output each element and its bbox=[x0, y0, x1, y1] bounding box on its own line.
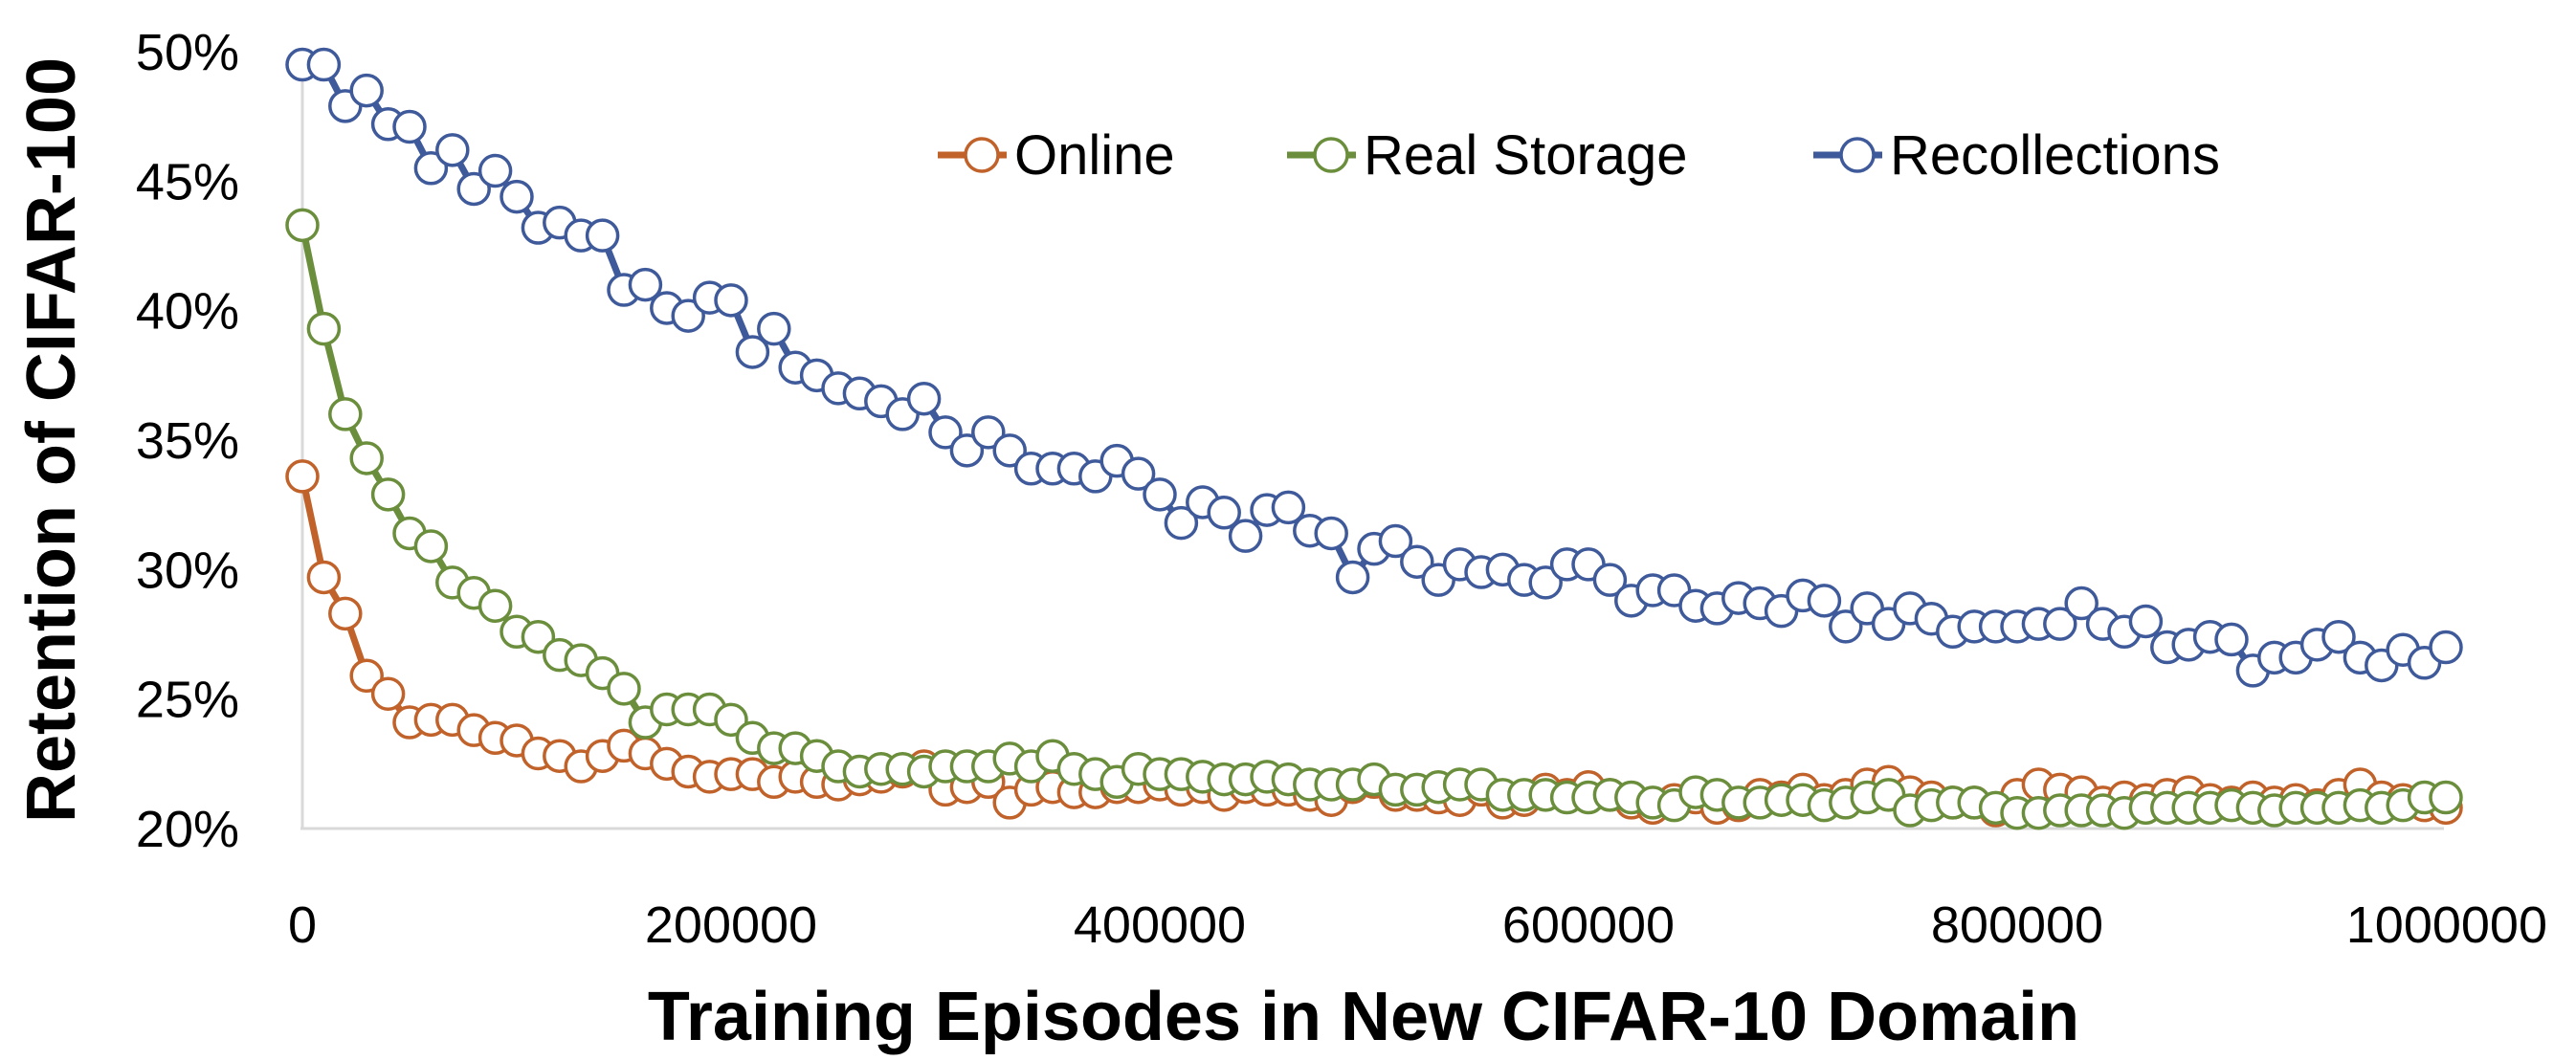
data-point bbox=[1207, 496, 1241, 530]
data-point bbox=[906, 381, 942, 416]
data-point bbox=[671, 298, 705, 333]
x-tick-label: 200000 bbox=[645, 896, 817, 954]
data-point bbox=[456, 171, 491, 207]
data-point bbox=[349, 73, 384, 108]
data-point bbox=[1400, 544, 1434, 579]
legend-label: Recollections bbox=[1890, 124, 2220, 187]
y-tick-label: 20% bbox=[136, 801, 239, 858]
x-tick-label: 800000 bbox=[1931, 896, 2103, 954]
y-tick-labels: 20% 25% 30% 35% 40% 45% 50% bbox=[136, 24, 239, 858]
data-point bbox=[714, 283, 748, 318]
legend-label: Online bbox=[1014, 124, 1175, 187]
data-point bbox=[328, 596, 363, 631]
data-point bbox=[2214, 622, 2249, 657]
x-tick-label: 400000 bbox=[1074, 896, 1246, 954]
legend-marker bbox=[1839, 137, 1876, 173]
data-point bbox=[306, 560, 342, 595]
y-tick-label: 30% bbox=[136, 542, 239, 599]
data-point bbox=[628, 267, 663, 302]
data-point bbox=[285, 208, 320, 243]
legend-item: Online bbox=[938, 124, 1175, 187]
data-point bbox=[585, 218, 620, 253]
data-point bbox=[1592, 563, 1628, 597]
data-point bbox=[1807, 584, 1842, 618]
data-point bbox=[370, 477, 406, 512]
y-tick-label: 40% bbox=[136, 283, 239, 341]
data-point bbox=[306, 47, 342, 82]
data-point bbox=[757, 311, 791, 346]
data-point bbox=[992, 433, 1027, 468]
data-point bbox=[349, 658, 384, 694]
data-point bbox=[477, 588, 513, 623]
data-point bbox=[607, 672, 641, 706]
data-point bbox=[413, 151, 449, 186]
legend-marker bbox=[1313, 137, 1349, 173]
data-point bbox=[1228, 519, 1263, 553]
series-layer bbox=[285, 47, 2463, 830]
data-point bbox=[2043, 607, 2077, 641]
y-tick-label: 45% bbox=[136, 153, 239, 210]
data-point bbox=[370, 676, 406, 712]
data-point bbox=[2429, 630, 2463, 665]
series-line bbox=[299, 224, 2446, 817]
data-point bbox=[2321, 619, 2356, 654]
y-tick-label: 35% bbox=[136, 412, 239, 470]
data-point bbox=[1143, 477, 1177, 512]
data-point bbox=[1164, 505, 1199, 541]
data-point bbox=[949, 433, 985, 468]
data-point bbox=[1314, 516, 1348, 551]
data-point bbox=[971, 415, 1006, 450]
legend: Online Real Storage Recollections bbox=[938, 124, 2220, 187]
legend-marker bbox=[964, 137, 1000, 173]
data-point bbox=[2429, 780, 2463, 815]
data-point bbox=[306, 311, 342, 346]
legend-item: Real Storage bbox=[1287, 124, 1688, 187]
y-tick-label: 50% bbox=[136, 24, 239, 81]
data-point bbox=[392, 109, 427, 144]
x-tick-label: 1000000 bbox=[2346, 896, 2547, 954]
data-point bbox=[477, 153, 513, 188]
data-point bbox=[285, 459, 320, 494]
data-point bbox=[500, 179, 534, 214]
plot-area bbox=[300, 52, 2444, 830]
data-point bbox=[928, 415, 963, 450]
x-tick-label: 0 bbox=[288, 896, 317, 954]
data-point bbox=[435, 133, 470, 167]
data-point bbox=[714, 702, 748, 738]
x-tick-labels: 0 200000 400000 600000 800000 1000000 bbox=[288, 896, 2547, 954]
data-point bbox=[735, 335, 770, 369]
data-point bbox=[1121, 456, 1156, 491]
data-point bbox=[1271, 490, 1306, 525]
data-point bbox=[1528, 565, 1563, 600]
data-point bbox=[521, 619, 556, 654]
y-tick-label: 25% bbox=[136, 672, 239, 729]
data-point bbox=[328, 397, 363, 431]
data-point bbox=[1335, 560, 1370, 595]
data-point bbox=[2128, 604, 2164, 639]
series-recollections bbox=[285, 47, 2463, 688]
series-real-storage bbox=[285, 208, 2463, 830]
data-point bbox=[1378, 523, 1413, 559]
legend-label: Real Storage bbox=[1364, 124, 1688, 187]
legend-item: Recollections bbox=[1813, 124, 2220, 187]
data-point bbox=[1829, 609, 1863, 644]
data-point bbox=[2064, 586, 2099, 621]
y-axis-title: Retention of CIFAR-100 bbox=[13, 57, 90, 823]
data-point bbox=[349, 441, 384, 475]
x-axis-title: Training Episodes in New CIFAR-10 Domain bbox=[648, 979, 2079, 1055]
data-point bbox=[413, 529, 449, 564]
x-tick-label: 600000 bbox=[1502, 896, 1675, 954]
